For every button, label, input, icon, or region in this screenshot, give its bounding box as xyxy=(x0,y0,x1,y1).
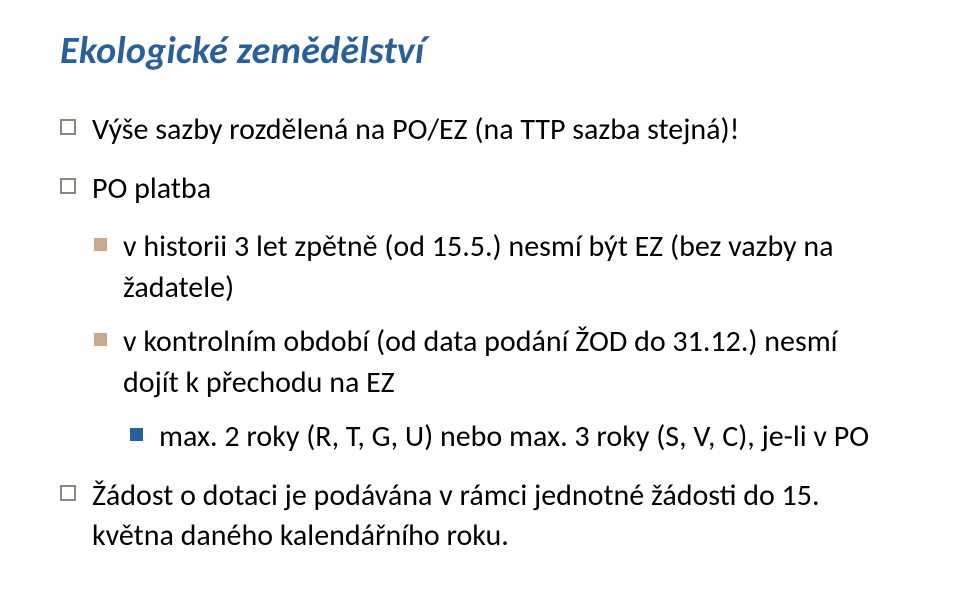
bullet-text: v historii 3 let zpětně (od 15.5.) nesmí… xyxy=(123,227,900,308)
bullet-text: Výše sazby rozdělená na PO/EZ (na TTP sa… xyxy=(92,110,739,151)
bullet-item: Žádost o dotaci je podávána v rámci jedn… xyxy=(60,476,900,557)
bullet-item: v kontrolním období (od data podání ŽOD … xyxy=(94,322,900,403)
bullet-text: PO platba xyxy=(92,169,211,210)
square-filled-icon xyxy=(94,238,107,251)
square-outline-icon xyxy=(60,485,76,501)
square-outline-icon xyxy=(60,178,76,194)
bullet-text: Žádost o dotaci je podávána v rámci jedn… xyxy=(92,476,900,557)
square-outline-icon xyxy=(60,119,76,135)
bullet-item: v historii 3 let zpětně (od 15.5.) nesmí… xyxy=(94,227,900,308)
slide-title: Ekologické zemědělství xyxy=(60,28,900,74)
square-filled-icon xyxy=(130,428,143,441)
bullet-item: Výše sazby rozdělená na PO/EZ (na TTP sa… xyxy=(60,110,900,151)
bullet-text: v kontrolním období (od data podání ŽOD … xyxy=(123,322,900,403)
bullet-item: PO platba xyxy=(60,169,900,210)
slide: Ekologické zemědělství Výše sazby rozděl… xyxy=(0,0,960,592)
bullet-item: max. 2 roky (R, T, G, U) nebo max. 3 rok… xyxy=(130,417,900,458)
square-filled-icon xyxy=(94,333,107,346)
bullet-text: max. 2 roky (R, T, G, U) nebo max. 3 rok… xyxy=(159,417,869,458)
